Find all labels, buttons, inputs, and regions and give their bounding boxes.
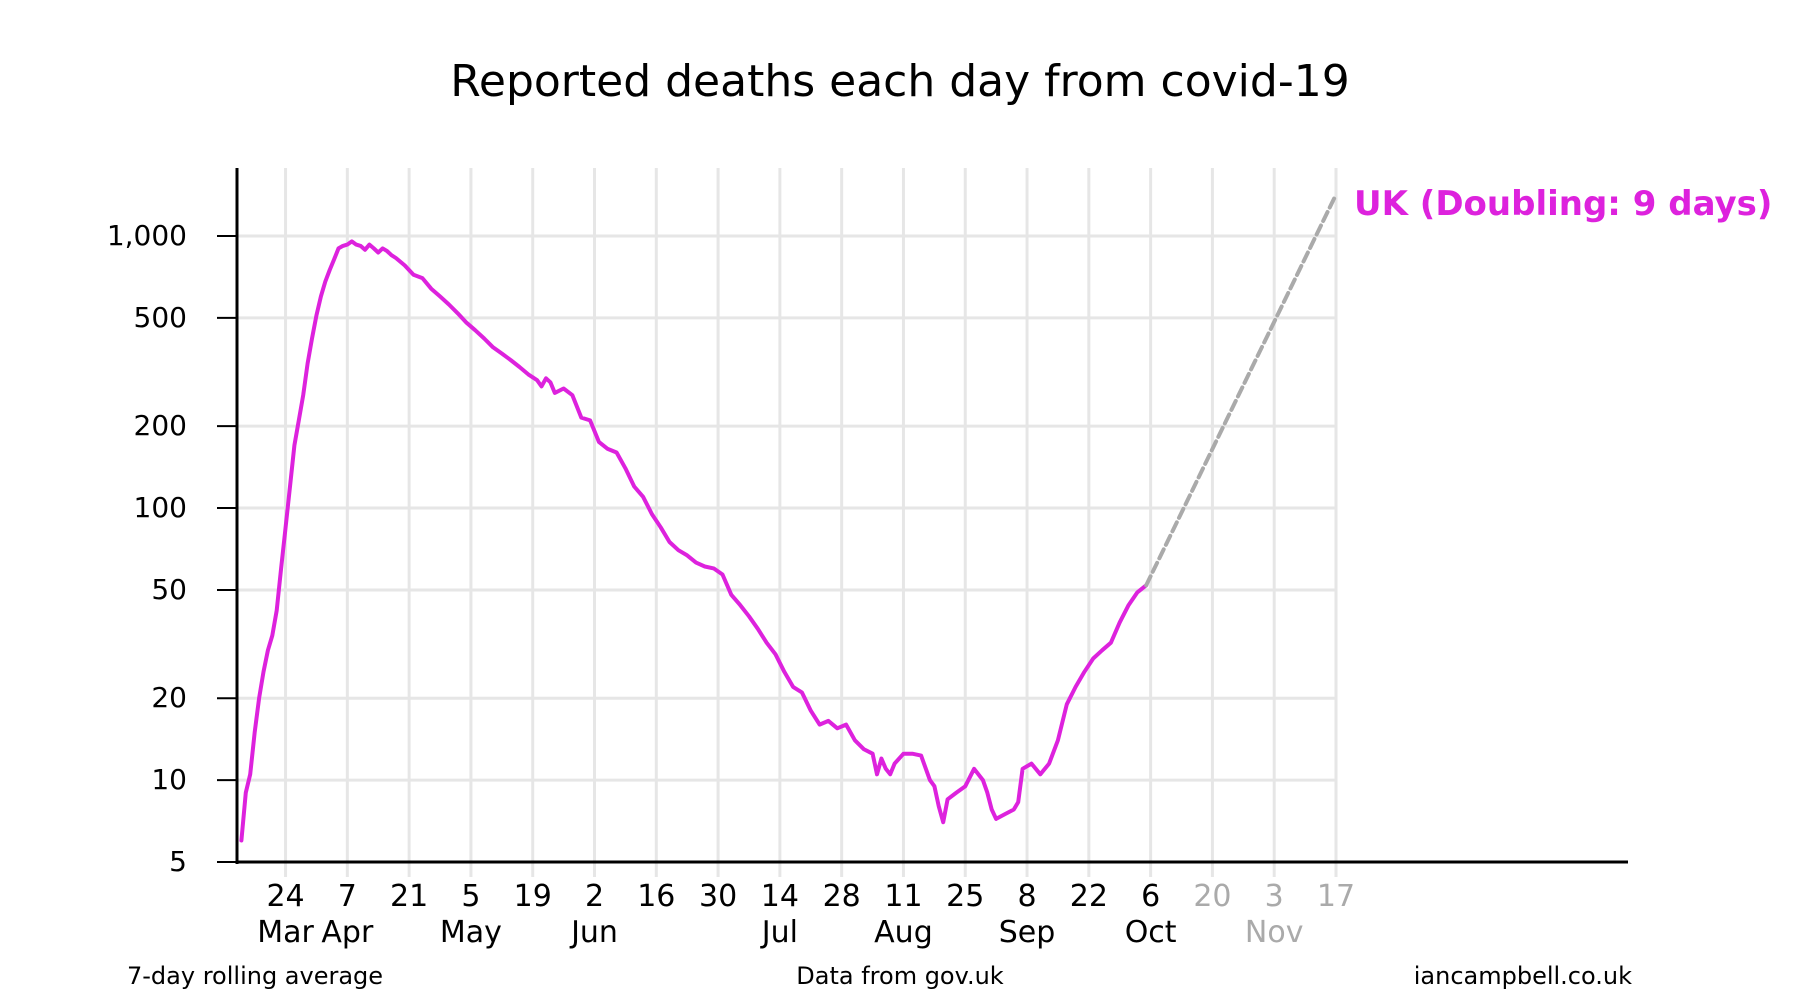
series-layer (239, 192, 1338, 843)
x-tick-day-label: 25 (946, 879, 984, 914)
x-tick-day-label: 3 (1265, 879, 1284, 914)
x-tick-day-label: 16 (637, 879, 675, 914)
axes (217, 168, 1628, 877)
y-tick-label: 1,000 (107, 219, 187, 252)
x-tick-month-label: Oct (1125, 915, 1177, 950)
x-tick-day-label: 21 (390, 879, 428, 914)
x-tick-month-label: Mar (257, 915, 314, 950)
x-tick-month-label: Aug (874, 915, 933, 950)
x-tick-day-label: 30 (699, 879, 737, 914)
y-tick-label: 20 (151, 681, 187, 714)
x-tick-day-label: 8 (1017, 879, 1036, 914)
x-tick-month-label: Sep (999, 915, 1056, 950)
x-tick-day-label: 6 (1141, 879, 1160, 914)
chart-title: Reported deaths each day from covid-19 (450, 56, 1350, 107)
x-tick-day-label: 22 (1070, 879, 1108, 914)
y-tick-labels: 5 10 20 50 100 200 500 1,000 (107, 219, 187, 878)
x-tick-month-label: Jul (760, 915, 798, 950)
x-tick-month-label: Nov (1245, 915, 1304, 950)
projection-line (1144, 192, 1338, 588)
series-label: UK (Doubling: 9 days) (1354, 184, 1773, 224)
x-tick-day-label: 5 (461, 879, 480, 914)
x-tick-day-label: 11 (884, 879, 922, 914)
grid (237, 168, 1338, 862)
x-tick-day-label: 17 (1317, 879, 1355, 914)
y-tick-label: 50 (151, 573, 187, 606)
y-tick-label: 10 (151, 763, 187, 796)
x-tick-day-label: 19 (514, 879, 552, 914)
x-tick-day-label: 20 (1193, 879, 1231, 914)
y-tick-label: 100 (134, 491, 187, 524)
footer-credit: iancampbell.co.uk (1413, 962, 1632, 990)
footer-note: 7-day rolling average (127, 962, 384, 990)
x-tick-day-label: 28 (823, 879, 861, 914)
y-tick-label: 200 (134, 409, 187, 442)
x-tick-month-label: Jun (569, 915, 618, 950)
x-tick-day-label: 2 (585, 879, 604, 914)
y-tick-label: 5 (169, 845, 187, 878)
series-line-uk (239, 239, 1149, 843)
y-tick-label: 500 (134, 301, 187, 334)
x-tick-day-label: 14 (761, 879, 799, 914)
x-tick-day-label: 7 (338, 879, 357, 914)
x-tick-month-label: May (440, 915, 502, 950)
footer-source: Data from gov.uk (796, 962, 1004, 990)
x-tick-month-label: Apr (321, 915, 374, 950)
x-tick-day-label: 24 (266, 879, 304, 914)
